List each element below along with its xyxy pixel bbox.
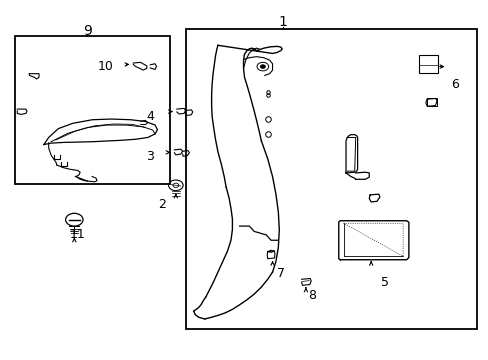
Text: 4: 4 [146,110,154,123]
Circle shape [260,65,265,68]
Text: 1: 1 [278,15,287,29]
Bar [427,99,436,106]
Text: 9: 9 [83,24,92,38]
Text: 2: 2 [158,198,166,211]
Text: 10: 10 [98,60,114,73]
Text: 11: 11 [70,229,85,242]
Text: 8: 8 [307,289,316,302]
Bar [15,36,169,184]
Text: 3: 3 [146,150,154,163]
Bar [186,30,476,329]
Text: 7: 7 [276,267,284,280]
Text: 6: 6 [450,78,458,91]
Text: 5: 5 [380,276,388,289]
Bar [418,55,437,73]
